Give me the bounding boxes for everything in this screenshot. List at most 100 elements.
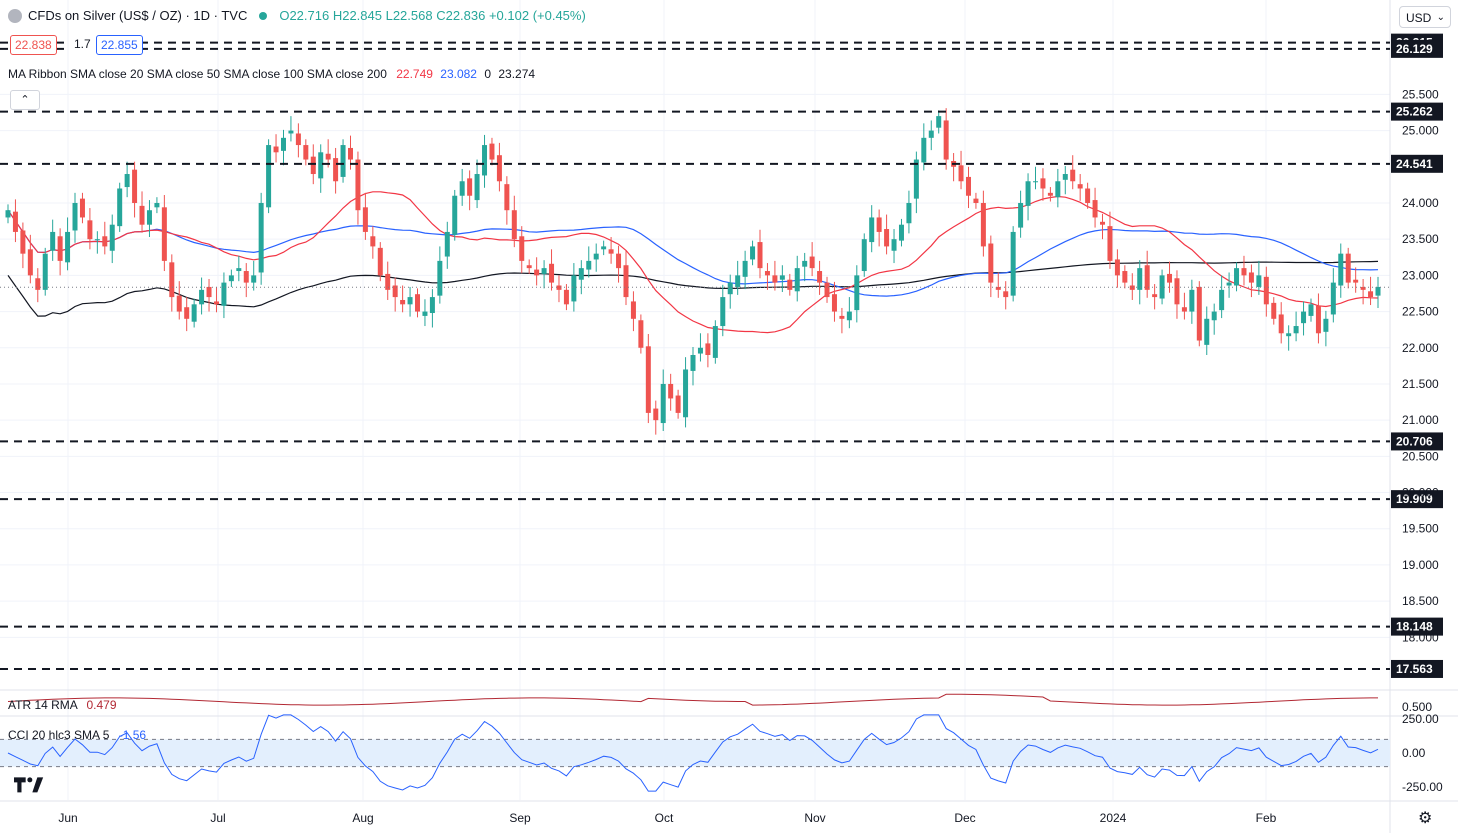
price-level-label: 19.909 <box>1396 492 1433 506</box>
price-level-label: 20.706 <box>1396 434 1433 448</box>
price-level-tag <box>1391 617 1443 636</box>
candle-body <box>794 268 800 292</box>
candle-body <box>988 243 994 283</box>
tradingview-logo-icon[interactable] <box>14 775 44 793</box>
candle-body <box>839 315 845 319</box>
candle-body <box>1018 202 1024 228</box>
candle-body <box>161 207 167 261</box>
candle-body <box>325 153 331 160</box>
buy-price-box[interactable]: 22.855 <box>96 35 143 55</box>
settings-gear-icon[interactable]: ⚙ <box>1418 810 1433 827</box>
candle-body <box>817 271 823 283</box>
candle-body <box>496 155 502 182</box>
candle-body <box>779 275 785 280</box>
candle-body <box>176 295 182 312</box>
candle-body <box>727 282 733 295</box>
candle-body <box>965 176 971 196</box>
candle-body <box>146 210 152 225</box>
sma-50-line-group <box>7 209 1379 297</box>
candle-body <box>675 395 681 413</box>
ma-ribbon-legend[interactable]: MA Ribbon SMA close 20 SMA close 50 SMA … <box>8 67 535 81</box>
symbol-title[interactable]: CFDs on Silver (US$ / OZ) · 1D · TVC <box>28 8 248 23</box>
candle-body <box>876 217 882 232</box>
price-tick-label: 20.500 <box>1402 449 1439 463</box>
candle-body <box>437 260 443 296</box>
candle-body <box>422 311 428 316</box>
candle-body <box>385 273 391 290</box>
price-tick-label: 24.000 <box>1402 196 1439 210</box>
price-level-tag <box>1391 39 1443 58</box>
candle-body <box>1196 286 1202 341</box>
candle-body <box>452 195 458 235</box>
candle-body <box>1122 271 1128 283</box>
price-tick-label: 19.500 <box>1402 522 1439 536</box>
candle-body <box>1010 231 1016 296</box>
candle-body <box>958 165 964 182</box>
candle-body <box>630 301 636 319</box>
candle-body <box>608 249 614 254</box>
candles-group <box>5 108 1381 435</box>
candle-body <box>362 207 368 232</box>
candle-body <box>377 247 383 276</box>
candle-body <box>1338 253 1344 286</box>
candle-body <box>1152 294 1158 298</box>
candle-body <box>132 169 138 203</box>
candle-body <box>824 282 830 298</box>
candle-body <box>1040 178 1046 189</box>
candle-body <box>169 262 175 298</box>
candle-body <box>846 311 852 321</box>
candle-body <box>757 242 763 269</box>
cci-legend[interactable]: CCI 20 hlc3 SMA 5 -1.56 <box>8 728 146 742</box>
time-tick-label: Oct <box>655 811 674 825</box>
candle-body <box>184 307 190 319</box>
candle-body <box>20 230 26 254</box>
candle-body <box>578 268 584 280</box>
sma-200-line <box>7 260 1379 317</box>
price-axis[interactable]: 25.500 25.000 24.000 23.500 23.000 22.500 22.0… <box>1402 87 1439 644</box>
atr-legend[interactable]: ATR 14 RMA 0.479 <box>8 698 117 712</box>
currency-selector[interactable]: USD ⌄ <box>1399 6 1451 28</box>
candle-body <box>1167 273 1173 283</box>
candle-body <box>355 159 361 211</box>
candle-body <box>906 202 912 224</box>
candle-body <box>593 253 599 260</box>
candle-body <box>392 285 398 298</box>
support-resistance-levels: 26.21526.12925.26224.54120.70619.90918.1… <box>0 33 1443 678</box>
collapse-legend-button[interactable]: ⌃ <box>10 90 40 110</box>
candle-body <box>1330 282 1336 315</box>
candle-body <box>1085 188 1091 203</box>
candle-body <box>199 289 205 305</box>
chart-header: CFDs on Silver (US$ / OZ) · 1D · TVC O22… <box>8 8 586 23</box>
sell-price-box[interactable]: 22.838 <box>10 35 57 55</box>
candle-body <box>660 383 666 424</box>
price-tick-label: 18.500 <box>1402 594 1439 608</box>
candle-body <box>474 174 480 201</box>
sma-200-line-group <box>7 260 1379 317</box>
sma100-value: 0 <box>484 67 491 81</box>
chevron-up-icon: ⌃ <box>20 94 30 106</box>
candle-body <box>668 383 674 399</box>
candle-body <box>1226 282 1232 286</box>
cci-tick-label: 250.00 <box>1402 712 1439 726</box>
candle-body <box>94 239 100 241</box>
candle-body <box>936 116 942 128</box>
sma-20-line-group <box>7 191 1379 334</box>
candle-body <box>228 275 234 282</box>
candle-body <box>1174 278 1180 305</box>
candle-body <box>697 347 703 354</box>
candle-body <box>12 211 18 232</box>
price-tick-label: 25.000 <box>1402 124 1439 138</box>
candle-body <box>601 246 607 250</box>
candle-body <box>1204 318 1210 345</box>
price-level-tag <box>1391 490 1443 509</box>
candle-body <box>1308 304 1314 316</box>
candle-body <box>869 217 875 243</box>
candle-body <box>1025 181 1031 206</box>
market-status-icon <box>259 11 268 20</box>
time-axis[interactable]: Jun Jul Aug Sep Oct Nov Dec 2024 Feb <box>58 811 1276 825</box>
candle-body <box>444 231 450 257</box>
candle-body <box>995 286 1001 290</box>
candle-body <box>1144 265 1150 290</box>
